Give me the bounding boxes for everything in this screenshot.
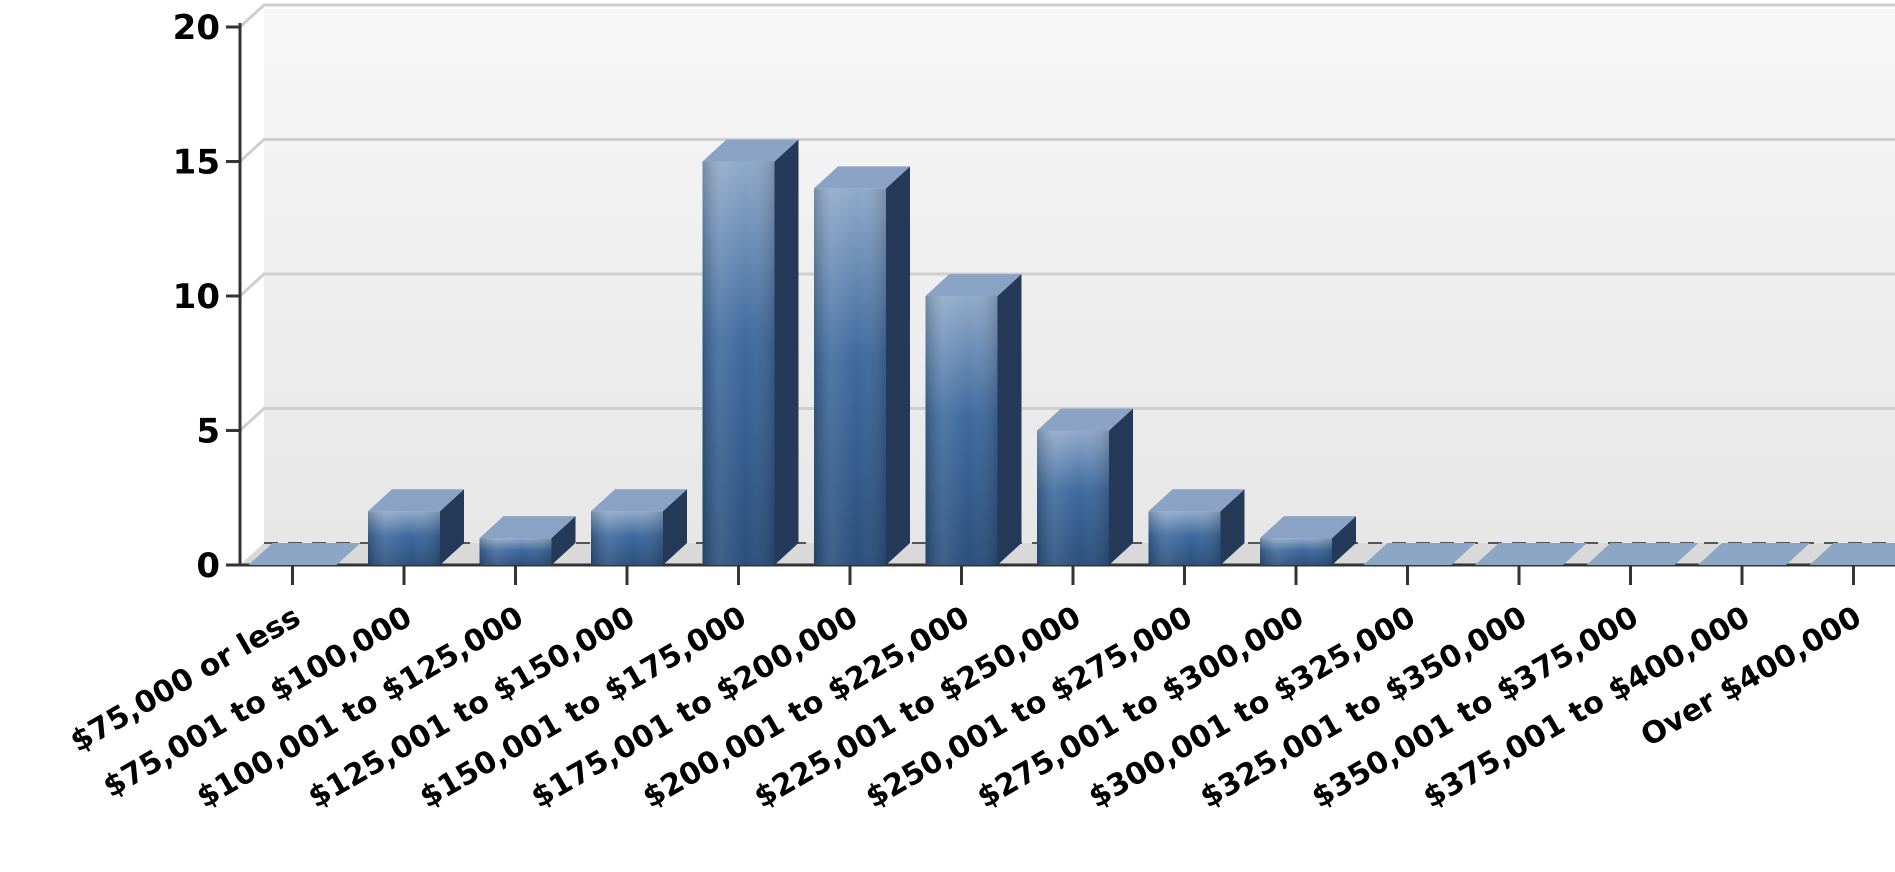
bar	[1149, 489, 1245, 565]
y-tick-label: 10	[173, 277, 220, 317]
bar-side	[886, 166, 910, 565]
y-tick-labels: 0 5 10 15 20	[173, 8, 220, 586]
bar-front-shade	[368, 511, 440, 565]
bar	[1037, 409, 1133, 566]
bar-side	[775, 140, 799, 566]
bar-side	[1109, 409, 1133, 566]
bar-front-shade	[1260, 538, 1332, 565]
bar-side	[998, 274, 1022, 565]
y-tick-label: 0	[196, 546, 220, 586]
bar-front-shade	[1149, 511, 1221, 565]
bar-front-shade	[926, 296, 998, 565]
x-tick-labels: $75,000 or less$75,001 to $100,000$100,0…	[64, 600, 1867, 816]
bar-front-shade	[480, 538, 552, 565]
bar-front-shade	[814, 188, 886, 565]
bar-front-shade	[1037, 431, 1109, 566]
bar	[368, 489, 464, 565]
bar	[591, 489, 687, 565]
bar-front-shade	[703, 162, 775, 566]
y-tick-label: 20	[173, 8, 220, 48]
bar	[926, 274, 1022, 565]
bar-front-shade	[591, 511, 663, 565]
y-tick-label: 15	[173, 143, 220, 183]
bar	[814, 166, 910, 565]
bar	[703, 140, 799, 566]
y-tick-label: 5	[196, 412, 220, 452]
